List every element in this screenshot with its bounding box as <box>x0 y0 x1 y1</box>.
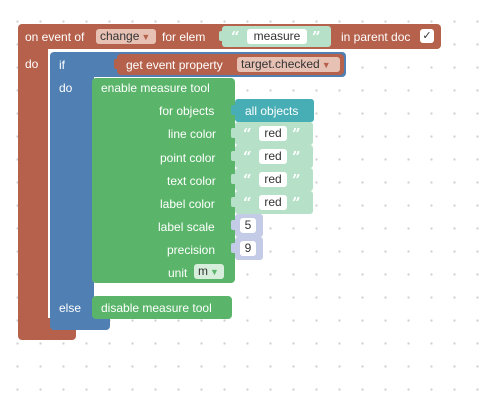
label-scale-field[interactable]: 5 <box>240 218 256 233</box>
line-color-field[interactable]: red <box>259 126 287 141</box>
point-color-label: point color <box>160 151 216 165</box>
unit-label: unit <box>168 266 188 280</box>
precision-connector <box>231 243 235 253</box>
unit-value: m <box>198 264 208 278</box>
if-else-label: else <box>59 301 82 315</box>
elem-text-field[interactable]: measure <box>247 29 307 44</box>
enable-measure-tool-block[interactable] <box>92 78 235 283</box>
enable-measure-tool-title: enable measure tool <box>101 81 210 95</box>
in-parent-doc-label: in parent doc <box>341 30 411 44</box>
all-objects-value: all objects <box>245 104 299 118</box>
label-color-connector <box>231 197 235 207</box>
event-property-value: target.checked <box>241 57 320 71</box>
label-scale-connector <box>231 220 235 230</box>
line-color-connector <box>231 128 235 138</box>
close-quote-icon: ” <box>292 148 301 166</box>
all-objects-block[interactable] <box>235 99 314 122</box>
event-type-value: change <box>100 29 140 43</box>
elem-text-connector <box>219 31 223 41</box>
text-color-connector <box>231 174 235 184</box>
chevron-down-icon: ▼ <box>321 60 331 70</box>
if-block-column <box>50 74 94 327</box>
event-do-label: do <box>25 57 39 71</box>
event-prefix-label: on event of <box>25 30 85 44</box>
close-quote-icon: ” <box>292 125 301 143</box>
open-quote-icon: “ <box>243 171 252 189</box>
get-event-property-connector <box>114 59 118 69</box>
event-property-dropdown[interactable]: target.checked ▼ <box>237 57 340 72</box>
if-do-label: do <box>59 81 73 95</box>
get-event-property-label: get event property <box>126 58 223 72</box>
open-quote-icon: “ <box>231 28 240 46</box>
close-quote-icon: ” <box>292 194 301 212</box>
close-quote-icon: ” <box>292 171 301 189</box>
event-block-body-column <box>18 46 48 330</box>
text-color-field[interactable]: red <box>259 172 287 187</box>
label-color-label: label color <box>160 197 215 211</box>
open-quote-icon: “ <box>243 148 252 166</box>
disable-measure-tool-title: disable measure tool <box>101 301 212 315</box>
open-quote-icon: “ <box>243 125 252 143</box>
all-objects-connector <box>231 105 235 115</box>
for-elem-label: for elem <box>162 30 206 44</box>
for-objects-label: for objects <box>159 104 215 118</box>
precision-label: precision <box>167 243 216 257</box>
chevron-down-icon: ▼ <box>141 32 151 42</box>
point-color-field[interactable]: red <box>259 149 287 164</box>
in-parent-doc-checkbox[interactable]: ✓ <box>420 29 434 43</box>
precision-field[interactable]: 9 <box>240 241 256 256</box>
open-quote-icon: “ <box>243 194 252 212</box>
label-scale-label: label scale <box>158 220 215 234</box>
unit-dropdown[interactable]: m ▼ <box>194 264 224 279</box>
if-block-footer <box>50 318 110 330</box>
chevron-down-icon: ▼ <box>210 267 219 277</box>
text-color-label: text color <box>167 174 216 188</box>
point-color-connector <box>231 151 235 161</box>
close-quote-icon: ” <box>312 28 321 46</box>
label-color-field[interactable]: red <box>259 195 287 210</box>
if-label: if <box>59 58 65 72</box>
disable-measure-tool-block[interactable] <box>92 296 232 319</box>
line-color-label: line color <box>168 127 217 141</box>
event-type-dropdown[interactable]: change ▼ <box>96 29 156 44</box>
